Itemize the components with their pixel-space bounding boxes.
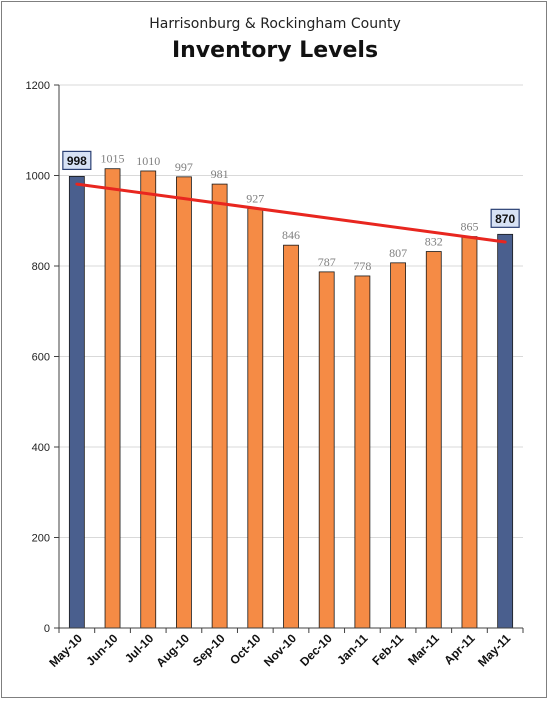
bar [283, 244, 299, 629]
bar [140, 170, 157, 629]
bar [354, 275, 371, 629]
data-label: 981 [211, 167, 229, 181]
y-tick-label: 1200 [26, 80, 50, 92]
bar-highlighted [68, 176, 85, 629]
x-tick-label: Oct-10 [227, 631, 264, 668]
data-label: 998 [67, 154, 87, 168]
data-label-box [490, 208, 520, 228]
y-tick-label: 600 [32, 352, 50, 364]
y-tick-label: 1000 [26, 171, 50, 183]
bar [176, 176, 192, 629]
x-tick-label: May-11 [475, 631, 513, 669]
trend-line [75, 182, 507, 244]
data-label: 865 [460, 220, 478, 234]
x-tick-label: Mar-11 [405, 631, 442, 668]
chart-subtitle: Harrisonburg & Rockingham County [149, 16, 401, 32]
y-tick-label: 800 [32, 261, 50, 273]
y-tick-label: 400 [32, 442, 50, 454]
x-tick-label: Jun-10 [83, 631, 120, 668]
x-tick-label: Nov-10 [261, 631, 299, 669]
bar-highlighted [497, 233, 514, 629]
bar [461, 236, 478, 629]
data-label: 778 [353, 259, 371, 273]
data-label: 1015 [101, 152, 125, 166]
x-tick-label: Jan-11 [334, 631, 371, 668]
data-label-box [62, 150, 92, 171]
x-tick-label: Feb-11 [369, 631, 406, 668]
data-label: 1010 [136, 154, 160, 168]
y-tick-label: 200 [32, 533, 50, 545]
x-tick-label: Jul-10 [122, 631, 157, 666]
bar [318, 271, 335, 629]
bar [390, 262, 406, 629]
bar [247, 208, 264, 629]
data-label: 807 [389, 246, 407, 260]
bar [104, 168, 121, 629]
bar [211, 183, 228, 629]
data-label: 997 [175, 160, 193, 174]
data-label: 846 [282, 228, 300, 242]
y-tick-label: 0 [44, 623, 50, 635]
x-tick-label: Apr-11 [441, 631, 478, 668]
bar [425, 251, 442, 629]
x-tick-label: Aug-10 [153, 631, 192, 670]
data-label: 787 [318, 255, 336, 269]
data-label: 927 [246, 192, 264, 206]
data-label: 870 [495, 212, 515, 226]
x-tick-label: Dec-10 [297, 631, 335, 669]
x-tick-label: Sep-10 [190, 631, 228, 669]
x-tick-label: May-10 [46, 631, 85, 670]
chart-title: Inventory Levels [171, 38, 379, 63]
data-label: 832 [425, 235, 443, 249]
